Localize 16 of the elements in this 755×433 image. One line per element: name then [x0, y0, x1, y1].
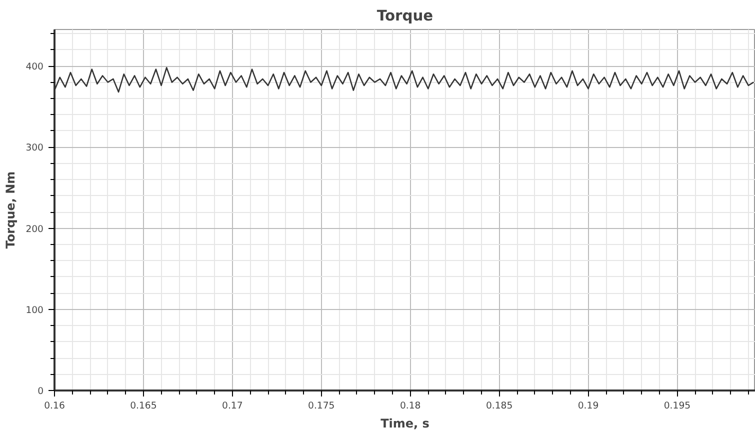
y-tick-label: 0 [38, 386, 44, 397]
y-tick-label: 400 [26, 62, 44, 73]
y-tick-label: 300 [26, 142, 44, 154]
x-tick-label: 0.185 [486, 400, 513, 412]
y-axis-title: Torque, Nm [4, 171, 18, 249]
x-tick-label: 0.195 [664, 400, 691, 412]
x-axis-title: Time, s [380, 416, 430, 430]
x-tick-label: 0.165 [130, 400, 157, 412]
chart-title: Torque [376, 8, 434, 24]
x-tick-label: 0.175 [308, 400, 335, 412]
x-tick-label: 0.18 [400, 400, 421, 412]
x-tick-label: 0.17 [222, 400, 243, 412]
x-tick-label: 0.19 [578, 400, 599, 412]
y-tick-label: 200 [26, 224, 44, 235]
x-tick-label: 0.16 [44, 400, 65, 412]
y-tick-label: 100 [26, 304, 44, 316]
